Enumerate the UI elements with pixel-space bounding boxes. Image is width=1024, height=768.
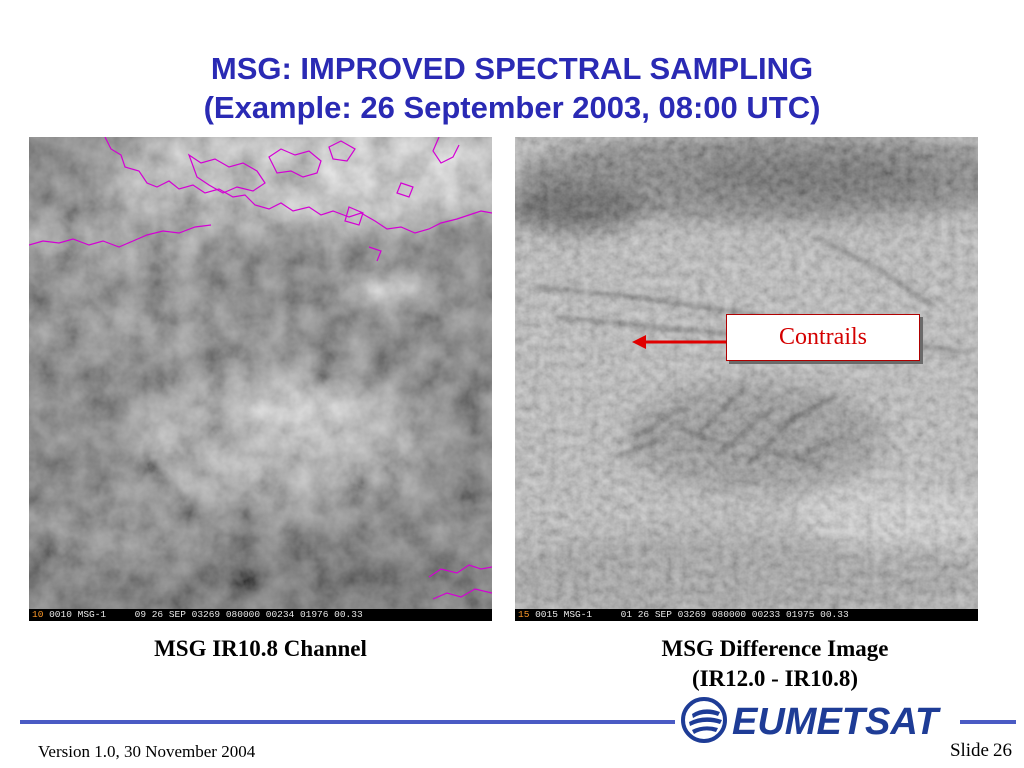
- slide-number: 26: [993, 740, 1012, 761]
- contrails-callout: Contrails: [726, 314, 920, 361]
- footer-version: Version 1.0, 30 November 2004: [38, 742, 256, 761]
- right-caption-line2: (IR12.0 - IR10.8): [691, 666, 859, 691]
- eumetsat-logo-icon: EUMETSAT: [681, 697, 941, 743]
- channel-number: 10: [32, 609, 44, 620]
- image-metadata-text: 0015 MSG-1 01 26 SEP 03269 080000 00233 …: [535, 609, 849, 620]
- footer-divider-left: [20, 720, 675, 724]
- logo-wordmark: EUMETSAT: [732, 701, 941, 743]
- channel-number: 15: [518, 609, 530, 620]
- footer-divider-right: [960, 720, 1016, 724]
- slide-title-line2: (Example: 26 September 2003, 08:00 UTC): [203, 90, 821, 125]
- right-caption-line1: MSG Difference Image: [661, 636, 889, 661]
- left-image-caption: MSG IR10.8 Channel: [154, 636, 367, 661]
- arrow-left-icon: [632, 335, 727, 349]
- footer-slide-number: Slide 26: [946, 740, 1012, 762]
- slide-label: Slide: [949, 740, 989, 761]
- image-metadata-text: 0010 MSG-1 09 26 SEP 03269 080000 00234 …: [49, 609, 363, 620]
- image-info-bar: 10 0010 MSG-1 09 26 SEP 03269 080000 002…: [29, 609, 492, 621]
- slide-title-line1: MSG: IMPROVED SPECTRAL SAMPLING: [210, 51, 814, 86]
- ir108-satellite-image: 10 0010 MSG-1 09 26 SEP 03269 080000 002…: [29, 137, 492, 621]
- difference-satellite-image: 15 0015 MSG-1 01 26 SEP 03269 080000 002…: [515, 137, 978, 621]
- image-info-bar: 15 0015 MSG-1 01 26 SEP 03269 080000 002…: [515, 609, 978, 621]
- right-image-caption: MSG Difference Image (IR12.0 - IR10.8): [575, 634, 975, 694]
